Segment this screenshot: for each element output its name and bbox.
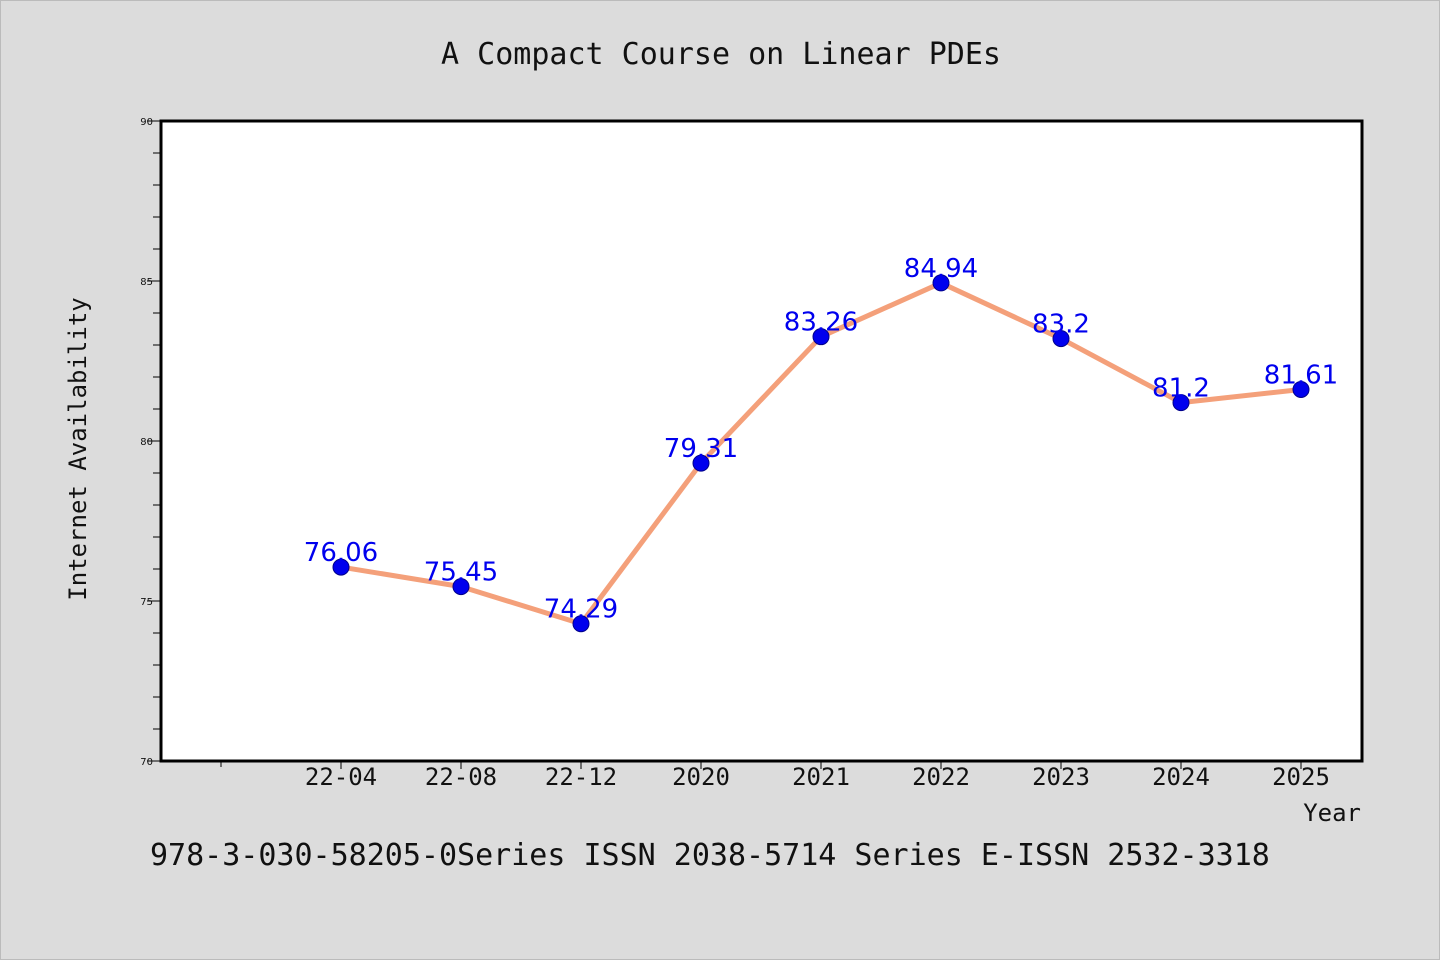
y-tick-label: 85 [140, 277, 153, 288]
data-label: 81.61 [1264, 360, 1338, 390]
y-tick-label: 90 [140, 117, 153, 128]
data-label: 76.06 [304, 538, 378, 568]
y-tick-label: 80 [140, 437, 153, 448]
x-tick-label: 2020 [672, 763, 730, 791]
x-tick-label: 2023 [1032, 763, 1090, 791]
data-point [1292, 380, 1310, 398]
y-tick-label: 70 [140, 757, 153, 768]
chart-title: A Compact Course on Linear PDEs [441, 37, 1001, 72]
data-point [452, 578, 470, 596]
x-tick-label: 22-08 [425, 763, 497, 791]
y-axis: 70 75 80 85 90 [140, 117, 161, 768]
x-tick-label: 22-04 [305, 763, 377, 791]
data-label: 79.31 [664, 434, 738, 464]
series-layer: 76.06 75.45 74.29 79.31 83.26 84.94 83.2 81.2 81… [304, 254, 1338, 633]
x-tick-label: 2022 [912, 763, 970, 791]
data-label: 75.45 [424, 558, 498, 588]
data-label: 83.26 [784, 308, 858, 338]
data-point [932, 274, 950, 292]
data-label: 83.2 [1032, 310, 1090, 340]
x-axis-label: Year [1303, 799, 1361, 827]
data-label: 84.94 [904, 254, 978, 284]
data-point [1172, 394, 1190, 412]
data-label: 74.29 [544, 595, 618, 625]
isbn-issn-footer: 978-3-030-58205-0Series ISSN 2038-5714 S… [150, 838, 1270, 873]
data-label: 81.2 [1152, 374, 1210, 404]
x-tick-label: 2021 [792, 763, 850, 791]
plot-area [159, 119, 1364, 763]
y-tick-label: 75 [140, 597, 153, 608]
x-tick-label: 22-12 [545, 763, 617, 791]
x-tick-label: 2024 [1152, 763, 1210, 791]
data-point [1052, 330, 1070, 348]
y-axis-label: Internet Availability [64, 297, 92, 600]
x-tick-label: 2025 [1272, 763, 1330, 791]
data-point [812, 328, 830, 346]
x-axis: 22-04 22-08 22-12 2020 2021 2022 2023 2024 2025 [220, 761, 1330, 791]
data-point [572, 615, 590, 633]
data-point [332, 558, 350, 576]
data-point [692, 454, 710, 472]
